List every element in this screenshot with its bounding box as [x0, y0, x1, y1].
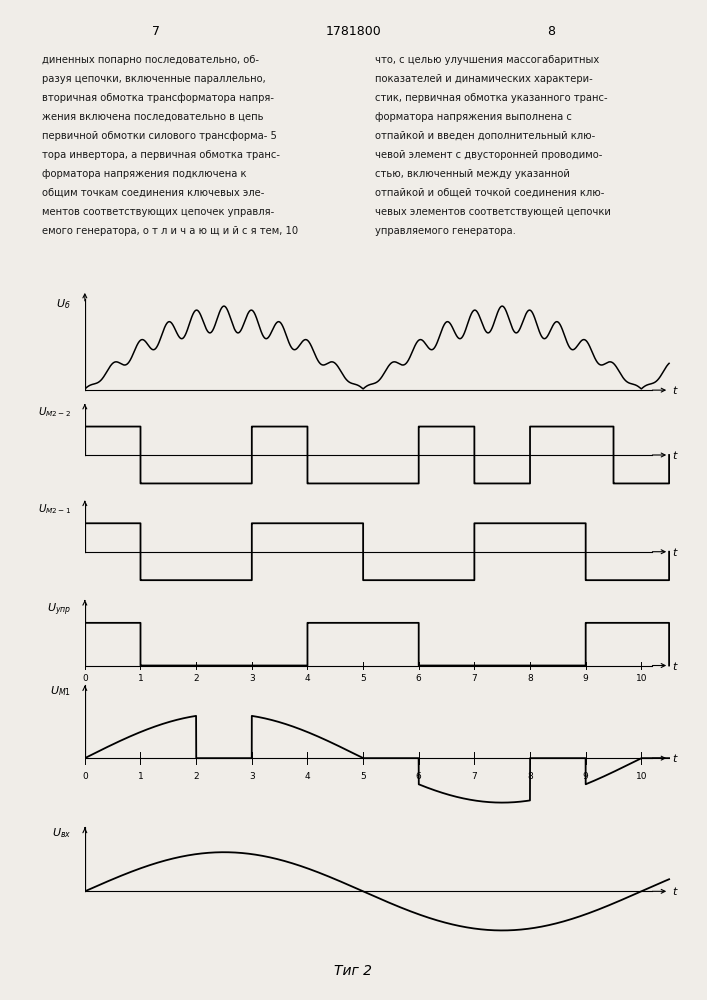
- Text: форматора напряжения выполнена с: форматора напряжения выполнена с: [375, 112, 571, 122]
- Text: 0: 0: [82, 772, 88, 781]
- Text: общим точкам соединения ключевых эле-: общим точкам соединения ключевых эле-: [42, 188, 265, 198]
- Text: 9: 9: [583, 674, 588, 683]
- Text: 1: 1: [138, 772, 144, 781]
- Text: 9: 9: [583, 772, 588, 781]
- Text: Τиг 2: Τиг 2: [334, 964, 373, 978]
- Text: 8: 8: [547, 25, 556, 38]
- Text: 2: 2: [193, 674, 199, 683]
- Text: управляемого генератора.: управляемого генератора.: [375, 226, 515, 236]
- Text: 7: 7: [472, 674, 477, 683]
- Text: тора инвертора, а первичная обмотка транс-: тора инвертора, а первичная обмотка тран…: [42, 150, 281, 160]
- Text: 1: 1: [138, 674, 144, 683]
- Text: жения включена последовательно в цепь: жения включена последовательно в цепь: [42, 112, 264, 122]
- Text: $U_{{М1}}$: $U_{{М1}}$: [49, 685, 71, 698]
- Text: отпайкой и введен дополнительный клю-: отпайкой и введен дополнительный клю-: [375, 131, 595, 141]
- Text: 4: 4: [305, 772, 310, 781]
- Text: форматора напряжения подключена к: форматора напряжения подключена к: [42, 169, 247, 179]
- Text: 3: 3: [249, 772, 255, 781]
- Text: 6: 6: [416, 674, 421, 683]
- Text: $t$: $t$: [672, 384, 679, 396]
- Text: отпайкой и общей точкой соединения клю-: отпайкой и общей точкой соединения клю-: [375, 188, 604, 198]
- Text: 1781800: 1781800: [326, 25, 381, 38]
- Text: $t$: $t$: [672, 449, 679, 461]
- Text: 6: 6: [416, 772, 421, 781]
- Text: разуя цепочки, включенные параллельно,: разуя цепочки, включенные параллельно,: [42, 74, 266, 84]
- Text: $U_{{вх}}$: $U_{{вх}}$: [52, 826, 71, 840]
- Text: первичной обмотки силового трансформа- 5: первичной обмотки силового трансформа- 5: [42, 131, 277, 141]
- Text: $U_{{упр}}$: $U_{{упр}}$: [47, 602, 71, 618]
- Text: 8: 8: [527, 772, 533, 781]
- Text: $t$: $t$: [672, 546, 679, 558]
- Text: 10: 10: [636, 772, 647, 781]
- Text: вторичная обмотка трансформатора напря-: вторичная обмотка трансформатора напря-: [42, 93, 274, 103]
- Text: стик, первичная обмотка указанного транс-: стик, первичная обмотка указанного транс…: [375, 93, 607, 103]
- Text: $t$: $t$: [672, 660, 679, 672]
- Text: 8: 8: [527, 674, 533, 683]
- Text: $U_{{М2-1}}$: $U_{{М2-1}}$: [37, 502, 71, 516]
- Text: 4: 4: [305, 674, 310, 683]
- Text: $t$: $t$: [672, 885, 679, 897]
- Text: стью, включенный между указанной: стью, включенный между указанной: [375, 169, 570, 179]
- Text: 0: 0: [82, 674, 88, 683]
- Text: показателей и динамических характери-: показателей и динамических характери-: [375, 74, 592, 84]
- Text: $t$: $t$: [672, 752, 679, 764]
- Text: что, с целью улучшения массогабаритных: что, с целью улучшения массогабаритных: [375, 55, 599, 65]
- Text: диненных попарно последовательно, об-: диненных попарно последовательно, об-: [42, 55, 259, 65]
- Text: 7: 7: [472, 772, 477, 781]
- Text: $U_{{б}}$: $U_{{б}}$: [57, 297, 71, 311]
- Text: 5: 5: [360, 772, 366, 781]
- Text: $U_{{М2-2}}$: $U_{{М2-2}}$: [37, 405, 71, 419]
- Text: 2: 2: [193, 772, 199, 781]
- Text: 10: 10: [636, 674, 647, 683]
- Text: чевых элементов соответствующей цепочки: чевых элементов соответствующей цепочки: [375, 207, 611, 217]
- Text: ментов соответствующих цепочек управля-: ментов соответствующих цепочек управля-: [42, 207, 275, 217]
- Text: чевой элемент с двусторонней проводимо-: чевой элемент с двусторонней проводимо-: [375, 150, 602, 160]
- Text: 5: 5: [360, 674, 366, 683]
- Text: 7: 7: [151, 25, 160, 38]
- Text: емого генератора, о т л и ч а ю щ и й с я тем, 10: емого генератора, о т л и ч а ю щ и й с …: [42, 226, 298, 236]
- Text: 3: 3: [249, 674, 255, 683]
